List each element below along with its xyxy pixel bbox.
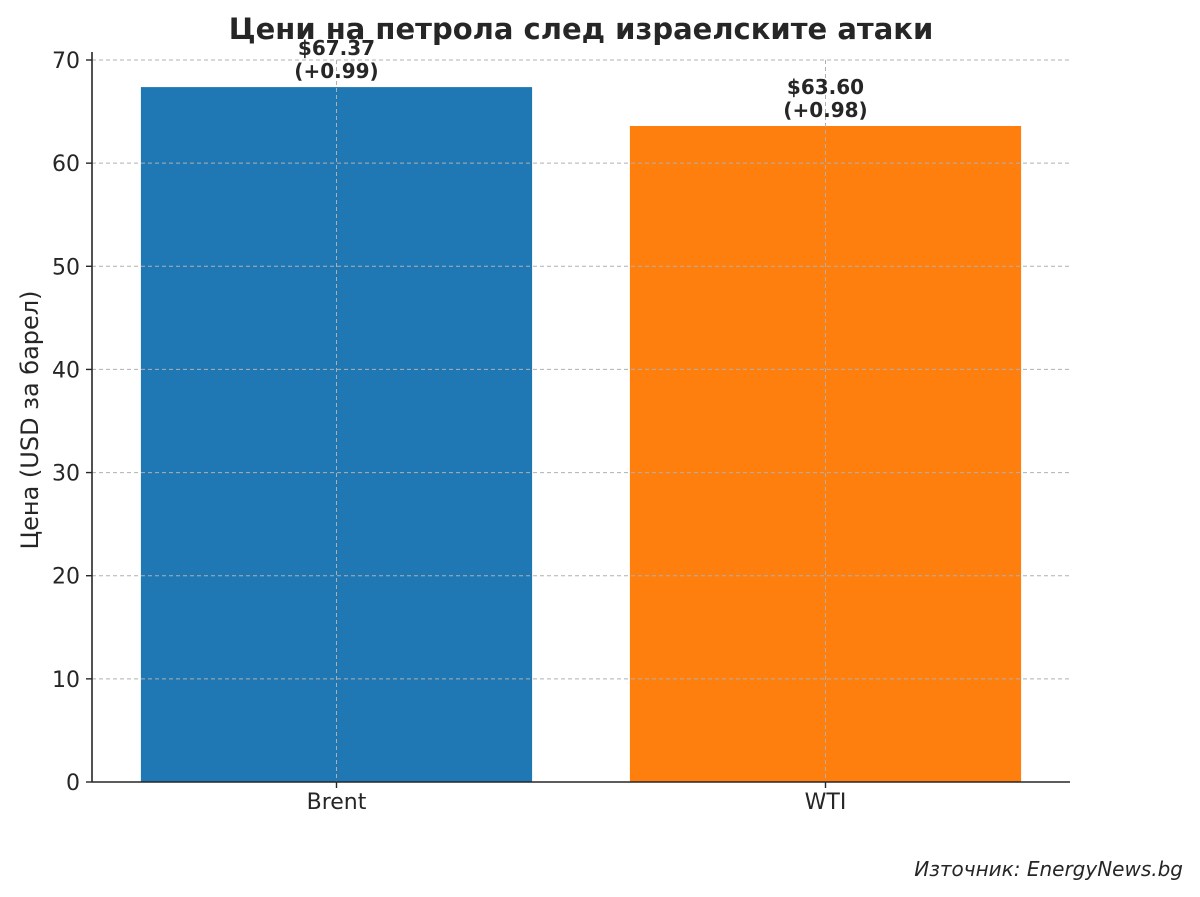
data-label-change: (+0.98): [783, 98, 867, 122]
data-label-price: $63.60: [787, 75, 864, 99]
y-tick-label: 30: [52, 462, 80, 487]
x-tick-label-wti: WTI: [805, 790, 847, 815]
x-tick-label-brent: Brent: [307, 790, 367, 815]
bars-layer: [140, 87, 1022, 783]
source-note: Източник: EnergyNews.bg: [914, 857, 1183, 881]
chart-title: Цени на петрола след израелските атаки: [229, 12, 934, 46]
y-axis-label: Цена (USD за барел): [16, 290, 44, 549]
y-tick-label: 20: [52, 565, 80, 590]
y-tick-label: 10: [52, 668, 80, 693]
data-label-price: $67.37: [298, 36, 375, 60]
y-tick-label: 70: [52, 49, 80, 74]
y-tick-label: 0: [66, 771, 80, 796]
y-tick-label: 60: [52, 152, 80, 177]
labels-layer: $67.37(+0.99) $63.60(+0.98): [294, 36, 867, 122]
y-tick-label: 50: [52, 255, 80, 280]
data-label-change: (+0.99): [294, 59, 378, 83]
y-tick-label: 40: [52, 358, 80, 383]
grid-layer: [92, 59, 1070, 782]
axes-layer: 0 10 20 30 40 50 60 70 Brent WTI: [52, 49, 1070, 815]
